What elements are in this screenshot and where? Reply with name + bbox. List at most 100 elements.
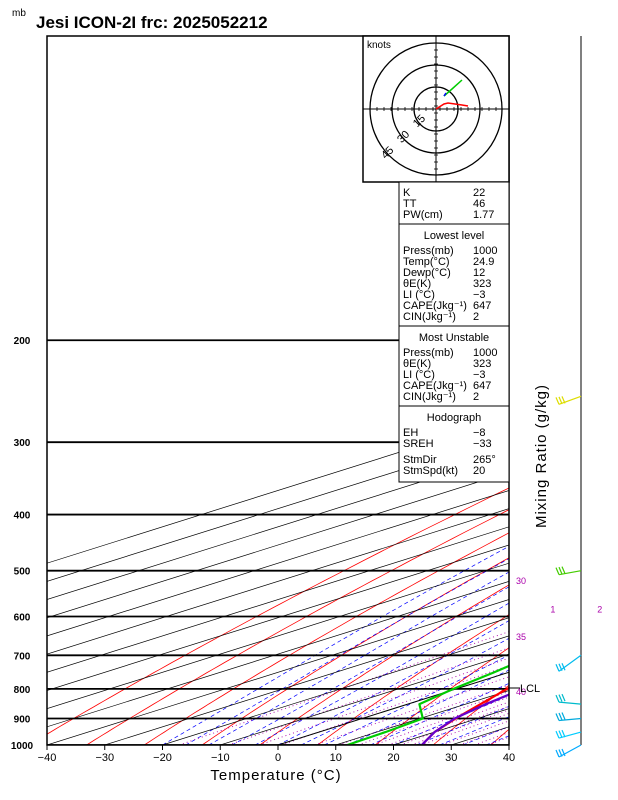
pressure-tick-label: 300	[14, 438, 31, 449]
wind-barb-flag	[561, 663, 566, 671]
index-label: EH	[403, 427, 418, 439]
x-tick-label: −30	[95, 752, 114, 764]
panel-section-title: Lowest level	[424, 230, 485, 242]
isotherm	[47, 544, 509, 691]
index-label: CIN(Jkg⁻¹)	[403, 391, 456, 403]
sounding-profiles	[346, 664, 509, 745]
x-axis-title: Temperature (°C)	[210, 767, 341, 784]
index-label: PW(cm)	[403, 209, 443, 221]
wind-barb-flag	[558, 396, 563, 405]
wind-barb-flag	[561, 566, 566, 574]
wind-barb-flag	[555, 694, 560, 703]
mixing-ratio-line	[281, 665, 509, 745]
index-label: Press(mb)	[403, 347, 454, 359]
index-value: −8	[473, 427, 486, 439]
index-value: 647	[473, 380, 491, 392]
index-value: −33	[473, 438, 492, 450]
moist-adiabat	[277, 620, 509, 745]
index-value: 1.77	[473, 209, 494, 221]
mixing-ratio-line	[357, 691, 509, 745]
dry-adiabat	[594, 166, 618, 757]
mixing-ratio-line	[228, 647, 509, 745]
wind-barb-shaft	[558, 395, 582, 405]
pressure-tick-label: 900	[14, 715, 31, 726]
index-label: K	[403, 187, 411, 199]
pressure-tick-label: 1000	[11, 741, 34, 752]
dry-adiabat	[374, 647, 509, 745]
index-value: 46	[473, 198, 485, 210]
isotherm	[47, 599, 509, 745]
wind-barb-shaft	[558, 654, 582, 672]
hodograph-trace-high	[443, 92, 447, 97]
index-value: 20	[473, 465, 485, 477]
pressure-unit-label: mb	[12, 8, 26, 19]
x-tick-label: −10	[211, 752, 230, 764]
wind-barb-flag	[555, 567, 560, 575]
wind-barb-shaft	[558, 744, 582, 758]
x-tick-label: 10	[330, 752, 342, 764]
wind-barb-shaft	[558, 731, 582, 739]
wind-barb-flag	[561, 693, 566, 702]
dry-adiabats	[47, 166, 618, 757]
x-tick-label: 0	[275, 752, 281, 764]
index-value: 323	[473, 278, 491, 290]
index-label: StmDir	[403, 454, 437, 466]
mixing-ratio-line	[338, 684, 509, 745]
dry-adiabat	[316, 614, 509, 745]
hodograph-trace-mid	[443, 79, 463, 97]
dry-adiabat	[143, 532, 509, 745]
moist-adiabat	[324, 654, 509, 745]
isotherm	[104, 617, 509, 745]
y2-axis-title: Mixing Ratio (g/kg)	[533, 384, 550, 528]
x-tick-label: −20	[153, 752, 172, 764]
isotherm	[47, 580, 509, 728]
wind-barb-flag	[561, 396, 566, 404]
index-label: CAPE(Jkg⁻¹)	[403, 380, 467, 392]
wind-barb-flag	[558, 694, 563, 702]
moist-adiabat	[347, 669, 509, 745]
index-label: Dewp(°C)	[403, 267, 451, 279]
index-value: 1000	[473, 245, 497, 257]
wind-barb-shaft	[558, 701, 582, 705]
index-value: 1000	[473, 347, 497, 359]
isotherm	[47, 526, 509, 673]
index-value: 323	[473, 358, 491, 370]
dry-adiabat	[259, 584, 509, 745]
indices-frame	[398, 181, 510, 483]
wind-barb-flag	[558, 712, 563, 721]
wind-barb-shaft	[558, 717, 582, 722]
index-label: TT	[403, 198, 417, 210]
index-label: θE(K)	[403, 278, 431, 290]
isotherm	[47, 417, 509, 564]
hodograph-unit-label: knots	[367, 40, 391, 51]
chart-title: Jesi ICON-2I frc: 2025052212	[36, 13, 268, 32]
wind-barb-flag	[555, 730, 560, 739]
index-label: LI (°C)	[403, 369, 435, 381]
mixing-ratio-label: 35	[516, 632, 526, 642]
mixing-ratio-labels: 12346810121416182025303540	[516, 576, 602, 697]
index-label: CIN(Jkg⁻¹)	[403, 311, 456, 323]
panel-section-title: Most Unstable	[419, 332, 489, 344]
x-tick-label: 40	[503, 752, 515, 764]
index-value: −3	[473, 369, 486, 381]
index-label: Press(mb)	[403, 245, 454, 257]
panel-section-title: Hodograph	[427, 412, 481, 424]
index-value: 12	[473, 267, 485, 279]
isotherm	[508, 744, 509, 745]
pressure-tick-label: 800	[14, 685, 31, 696]
moist-adiabat	[208, 571, 509, 745]
x-tick-label: 20	[387, 752, 399, 764]
isotherm	[47, 562, 509, 710]
pressure-tick-label: 500	[14, 567, 31, 578]
lcl-label: LCL	[520, 683, 540, 695]
index-label: LI (°C)	[403, 289, 435, 301]
wind-barb-flag	[555, 397, 560, 405]
isotherms	[47, 417, 509, 745]
wind-barb-flag	[561, 712, 566, 720]
wind-barb-flag	[558, 663, 563, 672]
dry-adiabat	[432, 684, 509, 745]
dewpoint-profile	[346, 664, 509, 745]
index-value: 265°	[473, 454, 496, 466]
pressure-tick-label: 600	[14, 613, 31, 624]
